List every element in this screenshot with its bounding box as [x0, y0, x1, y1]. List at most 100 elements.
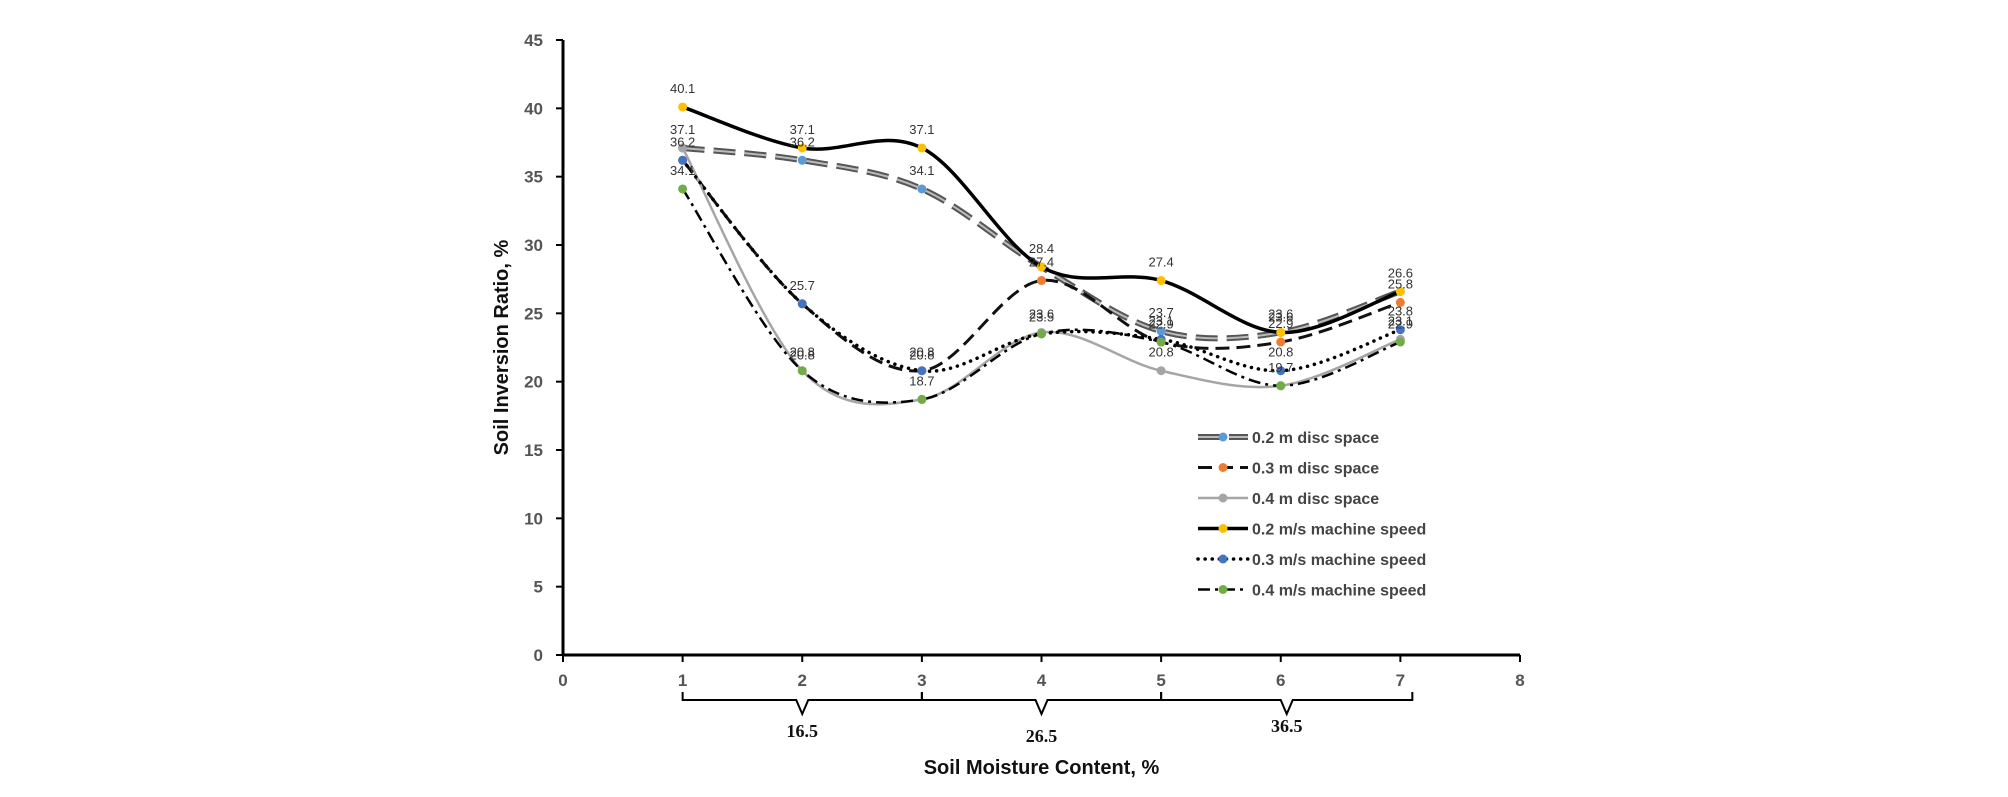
data-point — [678, 184, 688, 194]
data-label: 23.1 — [1388, 313, 1413, 328]
data-label: 20.8 — [1268, 345, 1293, 360]
data-label: 23.6 — [1268, 309, 1293, 324]
data-point — [1395, 337, 1405, 347]
data-point — [1276, 337, 1286, 347]
x-tick-labels: 0 1 2 3 4 5 6 7 8 — [558, 655, 1525, 690]
data-label: 36.2 — [790, 134, 815, 149]
data-label: 22.9 — [1268, 316, 1293, 331]
data-label: 20.8 — [790, 345, 815, 360]
legend-label: 0.3 m/s machine speed — [1252, 552, 1426, 569]
data-point — [1156, 276, 1166, 286]
data-point — [1037, 276, 1046, 286]
legend-label: 0.4 m disc space — [1252, 491, 1379, 508]
y-tick-label: 45 — [524, 31, 543, 50]
data-label: 20.8 — [909, 345, 934, 360]
data-label: 37.1 — [790, 122, 815, 137]
data-point — [1276, 381, 1286, 391]
data-label: 26.6 — [1388, 265, 1413, 280]
legend-item: 0.2 m/s machine speed — [1198, 522, 1426, 539]
moisture-group-label: 26.5 — [1026, 726, 1058, 746]
data-labels: 40.137.136.234.137.136.225.720.820.837.1… — [670, 81, 1413, 388]
y-tick-label: 5 — [534, 578, 543, 597]
x-tick-label: 5 — [1156, 671, 1165, 690]
data-label: 22.9 — [1148, 316, 1173, 331]
legend-marker — [1218, 432, 1228, 442]
data-point — [1156, 326, 1166, 336]
legend-item: 0.4 m/s machine speed — [1198, 583, 1426, 600]
x-tick-label: 0 — [558, 671, 567, 690]
data-point — [917, 394, 927, 404]
series-markers — [678, 102, 1405, 404]
data-label: 19.7 — [1268, 360, 1293, 375]
legend-item: 0.2 m disc space — [1198, 430, 1379, 447]
x-tick-label: 3 — [917, 671, 926, 690]
data-point — [917, 366, 927, 376]
y-tick-label: 10 — [524, 509, 543, 528]
legend-item: 0.4 m disc space — [1198, 491, 1379, 508]
y-axis-title: Soil Inversion Ratio, % — [491, 239, 513, 455]
legend-item: 0.3 m/s machine speed — [1196, 552, 1426, 569]
data-label: 20.8 — [1148, 345, 1173, 360]
data-point — [917, 143, 927, 153]
legend-marker — [1218, 463, 1228, 472]
legend-marker — [1218, 585, 1228, 594]
data-label: 20.8 — [909, 348, 934, 363]
data-label: 34.1 — [670, 163, 695, 178]
y-tick-label: 40 — [524, 99, 543, 118]
moisture-groups: 16.5 26.5 36.5 — [681, 692, 1414, 746]
data-label: 27.4 — [1029, 255, 1054, 270]
moisture-group-brace — [920, 692, 1163, 717]
data-point — [678, 155, 688, 165]
data-point — [1395, 325, 1405, 335]
data-point — [678, 143, 688, 153]
data-point — [1276, 327, 1286, 337]
data-label: 37.1 — [909, 122, 934, 137]
data-point — [1037, 262, 1046, 272]
data-point — [1156, 337, 1166, 347]
data-point — [797, 366, 807, 376]
x-axis-title: Soil Moisture Content, % — [924, 757, 1160, 779]
data-label: 23.5 — [1029, 309, 1054, 324]
legend-marker — [1218, 554, 1228, 564]
moisture-group-label: 36.5 — [1271, 716, 1303, 736]
data-label: 37.1 — [670, 122, 695, 137]
data-label: 34.1 — [909, 163, 934, 178]
y-tick-label: 15 — [524, 441, 543, 460]
data-label: 27.4 — [1148, 255, 1173, 270]
data-label: 18.7 — [909, 373, 934, 388]
y-tick-labels: 0 5 10 15 20 25 30 35 40 45 — [524, 31, 563, 665]
legend-marker — [1218, 524, 1228, 533]
data-label: 23.1 — [1148, 313, 1173, 328]
legend-label: 0.3 m disc space — [1252, 461, 1379, 478]
data-label: 23.6 — [1268, 306, 1293, 321]
data-label: 25.7 — [790, 278, 815, 293]
data-label: 25.8 — [1388, 276, 1413, 291]
data-point — [1395, 286, 1405, 296]
x-tick-label: 2 — [798, 671, 807, 690]
data-label: 23.7 — [1148, 305, 1173, 320]
y-tick-label: 35 — [524, 168, 543, 187]
data-point — [1156, 366, 1166, 376]
data-label: 23.8 — [1388, 304, 1413, 319]
data-label: 22.9 — [1388, 316, 1413, 331]
data-point — [797, 155, 807, 165]
data-point — [797, 143, 807, 153]
x-tick-label: 8 — [1515, 671, 1524, 690]
data-point — [678, 102, 688, 112]
data-label: 20.8 — [790, 348, 815, 363]
legend-marker — [1218, 493, 1228, 503]
legend-label: 0.2 m disc space — [1252, 430, 1379, 447]
legend-label: 0.2 m/s machine speed — [1252, 522, 1426, 539]
y-tick-label: 25 — [524, 304, 543, 323]
x-tick-label: 6 — [1276, 671, 1285, 690]
data-label: 40.1 — [670, 81, 695, 96]
y-tick-label: 30 — [524, 236, 543, 255]
data-point — [797, 299, 807, 309]
data-label: 23.6 — [1029, 306, 1054, 321]
legend-item: 0.3 m disc space — [1198, 461, 1379, 478]
data-label: 28.4 — [1029, 241, 1054, 256]
data-point — [1037, 329, 1046, 339]
moisture-group-label: 16.5 — [787, 721, 819, 741]
x-tick-label: 1 — [678, 671, 687, 690]
